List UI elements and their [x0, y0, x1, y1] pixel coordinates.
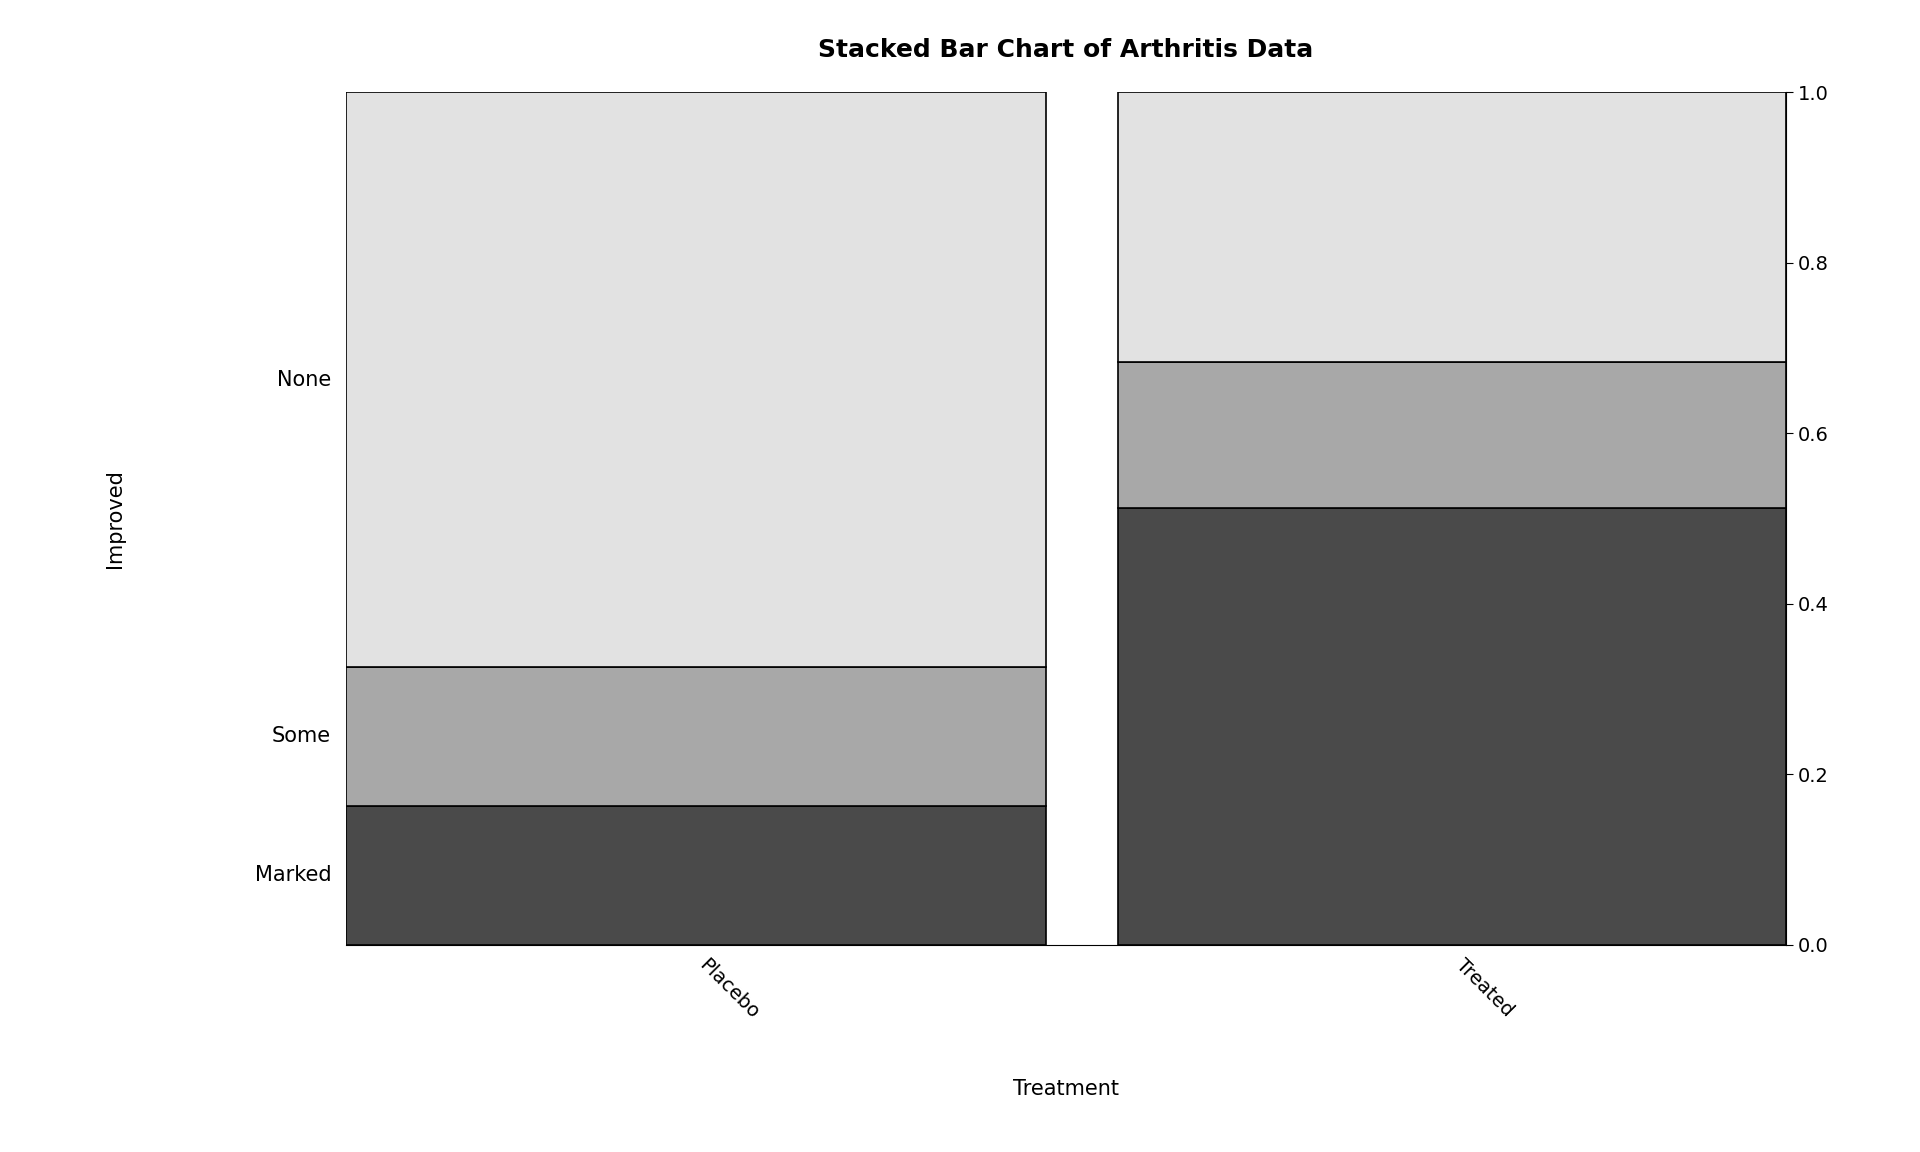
- X-axis label: Treatment: Treatment: [1012, 1078, 1119, 1099]
- Bar: [346, 667, 1046, 806]
- Bar: [346, 92, 1046, 667]
- Bar: [1117, 363, 1786, 508]
- Text: Improved: Improved: [106, 469, 125, 568]
- Bar: [1117, 92, 1786, 363]
- Title: Stacked Bar Chart of Arthritis Data: Stacked Bar Chart of Arthritis Data: [818, 38, 1313, 62]
- Bar: [346, 806, 1046, 945]
- Text: None: None: [276, 370, 330, 389]
- Text: Some: Some: [273, 727, 330, 746]
- Text: Marked: Marked: [255, 865, 330, 885]
- Bar: [1117, 508, 1786, 945]
